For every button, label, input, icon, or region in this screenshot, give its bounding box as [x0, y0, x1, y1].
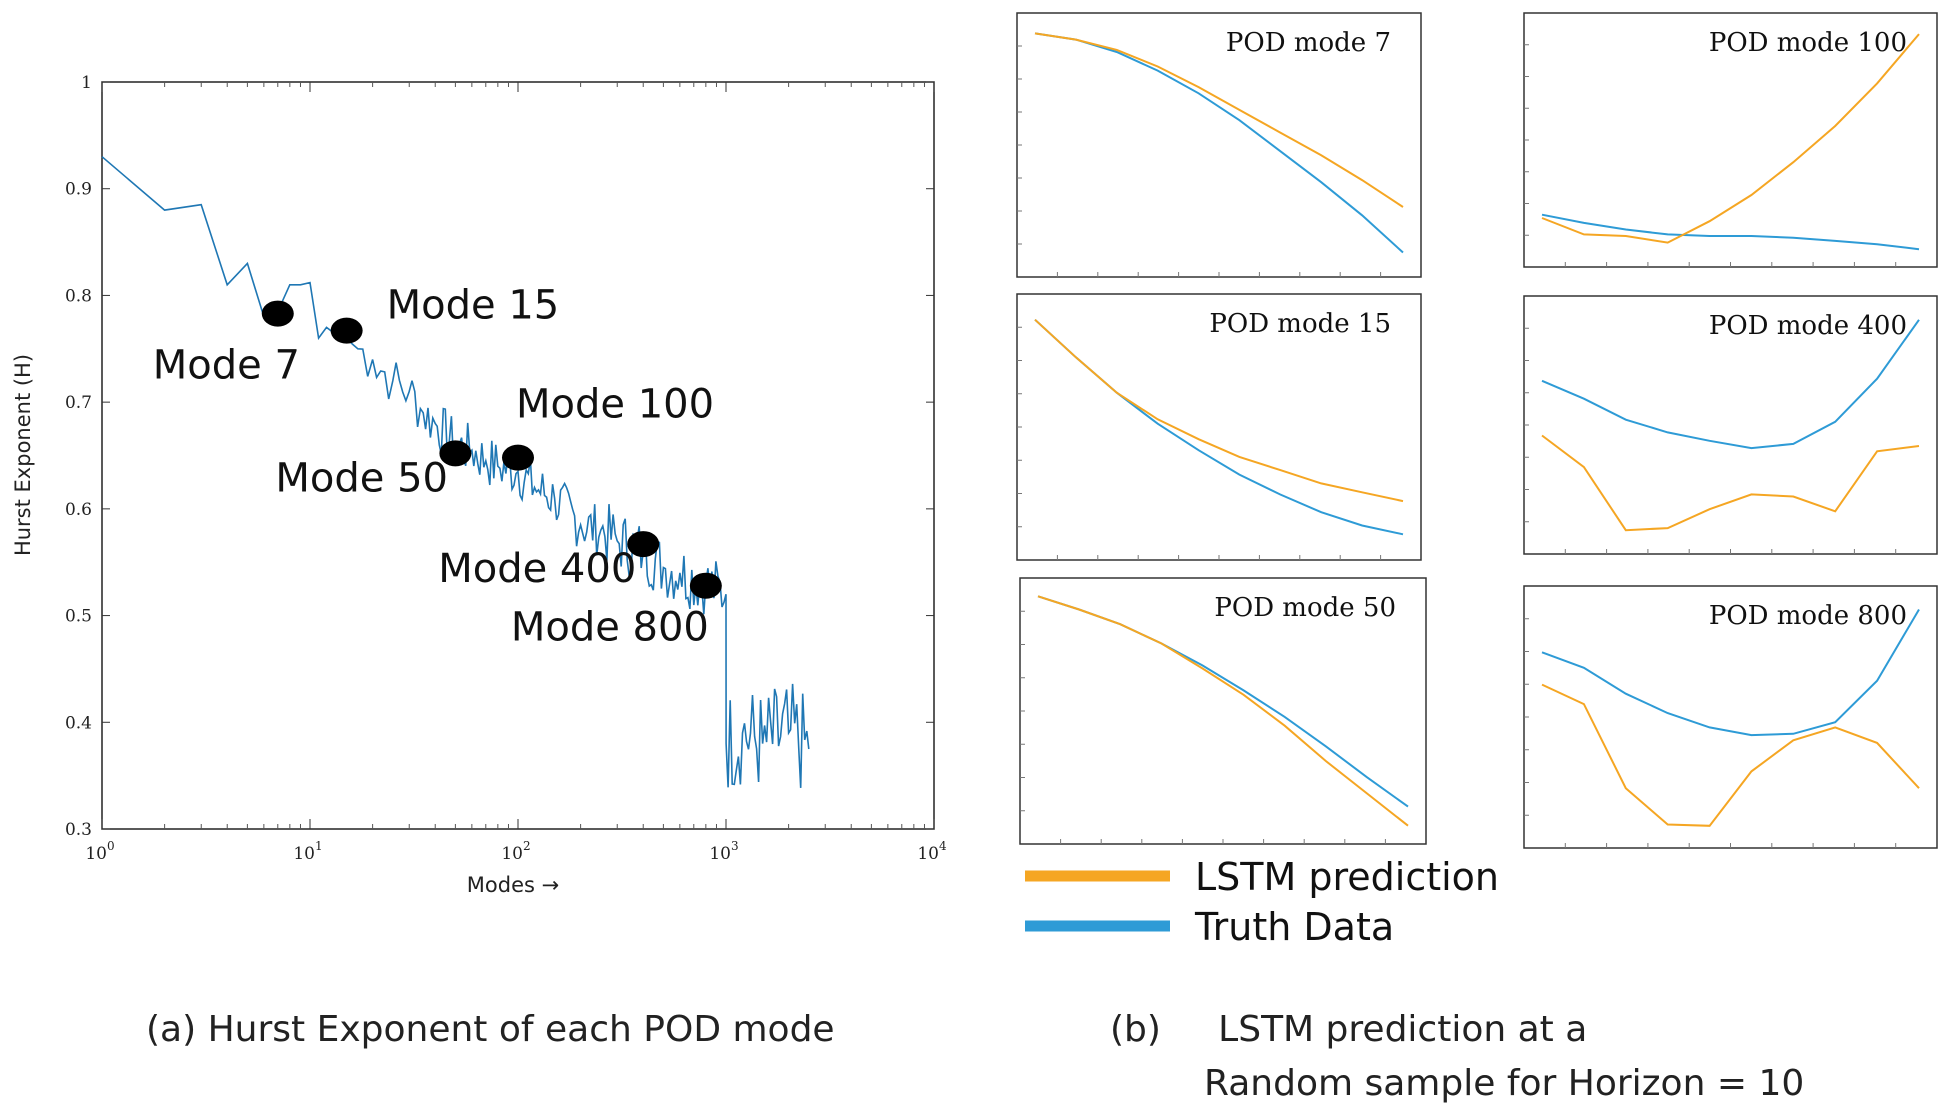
panel-title: POD mode 400: [1709, 311, 1907, 341]
mode-marker: [439, 440, 472, 467]
y-tick-label: 0.6: [65, 500, 92, 520]
truth-data-line: [1541, 608, 1920, 737]
pod-mode-800-panel: POD mode 800: [1523, 585, 1938, 849]
lstm-prediction-line: [1034, 318, 1404, 503]
pod-mode-50-panel: POD mode 50: [1019, 577, 1427, 845]
panel-frame: [1523, 295, 1938, 555]
mode-marker: [627, 531, 660, 558]
lstm-prediction-line: [1034, 32, 1404, 208]
panel-title: POD mode 7: [1226, 28, 1391, 58]
mode-label: Mode 15: [387, 283, 560, 329]
panel-frame: [1523, 585, 1938, 849]
mode-label: Mode 800: [511, 605, 709, 651]
panel-title: POD mode 50: [1214, 593, 1396, 623]
y-tick-label: 1: [81, 73, 92, 93]
pod-mode-15-panel: POD mode 15: [1016, 293, 1422, 561]
truth-data-line: [1541, 319, 1920, 450]
mode-label: Mode 50: [275, 455, 448, 501]
mode-marker: [689, 572, 722, 599]
lstm-prediction-line: [1541, 33, 1920, 244]
panel-title: POD mode 100: [1709, 28, 1907, 58]
mode-label: Mode 100: [516, 382, 714, 428]
y-tick-label: 0.3: [65, 820, 92, 840]
pod-mode-400-panel: POD mode 400: [1523, 295, 1938, 555]
y-tick-label: 0.9: [65, 180, 92, 200]
pod-mode-100-panel: POD mode 100: [1523, 12, 1938, 268]
mode-marker: [502, 444, 534, 471]
truth-data-line: [1541, 213, 1920, 251]
hurst-line-group: [101, 156, 810, 788]
caption-a: (a) Hurst Exponent of each POD mode: [146, 1009, 835, 1050]
y-tick-label: 0.7: [65, 393, 92, 413]
panel-title: POD mode 800: [1709, 601, 1907, 631]
y-ticks-a: 1 0.9 0.8 0.7 0.6 0.5 0.4 0.3: [65, 73, 934, 840]
mode-label: Mode 400: [438, 546, 636, 592]
legend-label-lstm: LSTM prediction: [1195, 855, 1499, 899]
caption-b-line1: (b) LSTM prediction at a: [1110, 1009, 1587, 1050]
mode-label: Mode 7: [153, 343, 300, 389]
legend: LSTM prediction Truth Data: [1025, 855, 1499, 949]
caption-b-line2: Random sample for Horizon = 10: [1204, 1063, 1804, 1104]
x-tick-label: 104: [917, 839, 947, 864]
x-ticks-a: 100 101 102 103 104: [85, 82, 947, 864]
x-tick-label: 101: [293, 839, 322, 864]
lstm-prediction-panels: POD mode 7 POD mode 100 POD mode 15 POD mod…: [1016, 12, 1938, 849]
y-tick-label: 0.8: [65, 286, 92, 306]
mode-annotations: Mode 7 Mode 15 Mode 50 Mode 100 Mode 400 Mode…: [153, 283, 722, 651]
y-axis-label: Hurst Exponent (H): [11, 354, 35, 556]
lstm-prediction-line: [1037, 595, 1409, 827]
hurst-line: [101, 156, 810, 788]
lstm-prediction-line: [1541, 683, 1920, 827]
panel-frame: [1019, 577, 1427, 845]
x-axis-label: Modes →: [467, 873, 559, 897]
panel-title: POD mode 15: [1209, 309, 1391, 339]
legend-label-truth: Truth Data: [1194, 905, 1394, 949]
y-tick-label: 0.4: [65, 713, 92, 733]
y-tick-label: 0.5: [65, 607, 92, 627]
panel-frame: [1016, 293, 1422, 561]
lstm-prediction-line: [1541, 434, 1920, 532]
x-tick-label: 103: [709, 839, 738, 864]
truth-data-line: [1034, 32, 1404, 254]
mode-marker: [261, 300, 294, 327]
x-tick-label: 102: [501, 839, 530, 864]
hurst-chart: 1 0.9 0.8 0.7 0.6 0.5 0.4 0.3 100 101 102 103 104 M…: [11, 73, 947, 897]
x-tick-label: 100: [85, 839, 114, 864]
mode-marker: [330, 317, 363, 344]
pod-mode-7-panel: POD mode 7: [1016, 12, 1422, 278]
